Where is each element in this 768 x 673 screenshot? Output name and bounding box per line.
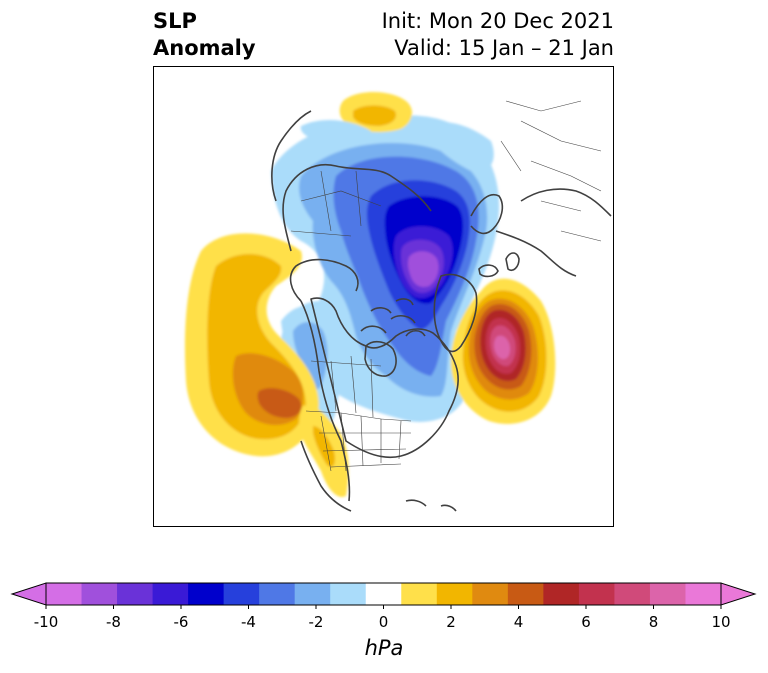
alaska-coast xyxy=(289,258,359,302)
colorbar-segment xyxy=(46,583,83,605)
valid-period: Valid: 15 Jan – 21 Jan xyxy=(394,36,614,60)
title-line-1: SLP xyxy=(153,9,197,33)
colorbar-tick-label: 2 xyxy=(446,613,456,631)
colorbar-tick-label: 8 xyxy=(648,613,659,631)
colorbar-tick-label: 6 xyxy=(581,613,591,631)
colorbar xyxy=(10,582,757,609)
colorbar-tick-label: -10 xyxy=(33,613,59,631)
colorbar-segment xyxy=(507,583,544,605)
init-date: Init: Mon 20 Dec 2021 xyxy=(381,9,614,33)
siberia-coast xyxy=(282,164,432,252)
scandinavia-coast xyxy=(470,194,504,235)
colorbar-segment xyxy=(614,583,651,605)
greenland xyxy=(433,273,478,353)
colorbar-tick-label: -6 xyxy=(173,613,189,631)
colorbar-tick-label: -4 xyxy=(241,613,256,631)
colorbar-unit: hPa xyxy=(364,636,404,660)
colorbar-tick-label: -2 xyxy=(308,613,324,631)
colorbar-segment xyxy=(649,583,686,605)
asia-east-coast xyxy=(271,110,312,202)
colorbar-segment xyxy=(330,583,367,605)
coastlines xyxy=(271,110,612,512)
russia-regions xyxy=(290,170,382,237)
colorbar-tick-label: 4 xyxy=(513,613,524,631)
pos-anomaly-pacific-level-4 xyxy=(257,388,302,418)
colorbar-segment xyxy=(152,583,189,605)
mexico-coast xyxy=(300,440,352,512)
hudson-bay xyxy=(364,340,397,377)
british-isles xyxy=(505,252,520,272)
colorbar-segment xyxy=(436,583,473,605)
colorbar-segment xyxy=(401,583,438,605)
us-state-grid xyxy=(319,412,411,472)
colorbar-segment xyxy=(117,583,154,605)
iceland xyxy=(478,264,499,278)
north-america-coast xyxy=(300,297,459,502)
forecast-dates: Init: Mon 20 Dec 2021 Valid: 15 Jan – 21… xyxy=(382,8,614,62)
map-title: SLP Anomaly xyxy=(153,8,256,62)
europe-coast xyxy=(495,188,612,277)
title-line-2: Anomaly xyxy=(153,36,256,60)
colorbar-segment xyxy=(259,583,296,605)
country-borders xyxy=(290,100,602,472)
colorbar-tick-label: 10 xyxy=(711,613,731,631)
colorbar-tick-label: 0 xyxy=(378,613,389,631)
pos-anomaly-southwest-us-2 xyxy=(313,426,336,468)
colorbar-segment xyxy=(578,583,615,605)
neg-anomaly-asia-north xyxy=(421,121,494,172)
colorbar-extend-low xyxy=(10,582,47,606)
colorbar-segment xyxy=(223,583,260,605)
anomaly-fields xyxy=(184,92,556,497)
canada-provinces xyxy=(310,355,382,418)
colorbar-segment xyxy=(81,583,118,605)
colorbar-segment xyxy=(472,583,509,605)
europe-asia-borders xyxy=(500,100,602,242)
canadian-archipelago xyxy=(360,298,426,337)
colorbar-segment xyxy=(294,583,331,605)
colorbar-segment xyxy=(365,583,402,605)
colorbar-segment xyxy=(685,583,722,605)
neg-anomaly-level-8 xyxy=(407,251,439,287)
anomaly-map xyxy=(153,66,614,527)
colorbar-tick-label: -8 xyxy=(106,613,121,631)
pos-anomaly-atlantic-level-8 xyxy=(494,335,511,360)
anomaly-map-svg xyxy=(184,92,612,512)
colorbar-segment xyxy=(543,583,580,605)
colorbar-extend-high xyxy=(720,582,757,606)
colorbar-segment xyxy=(188,583,225,605)
neg-anomaly-europe xyxy=(300,119,371,142)
pos-anomaly-russia-level-2 xyxy=(353,105,397,126)
caribbean-islands xyxy=(405,499,457,512)
